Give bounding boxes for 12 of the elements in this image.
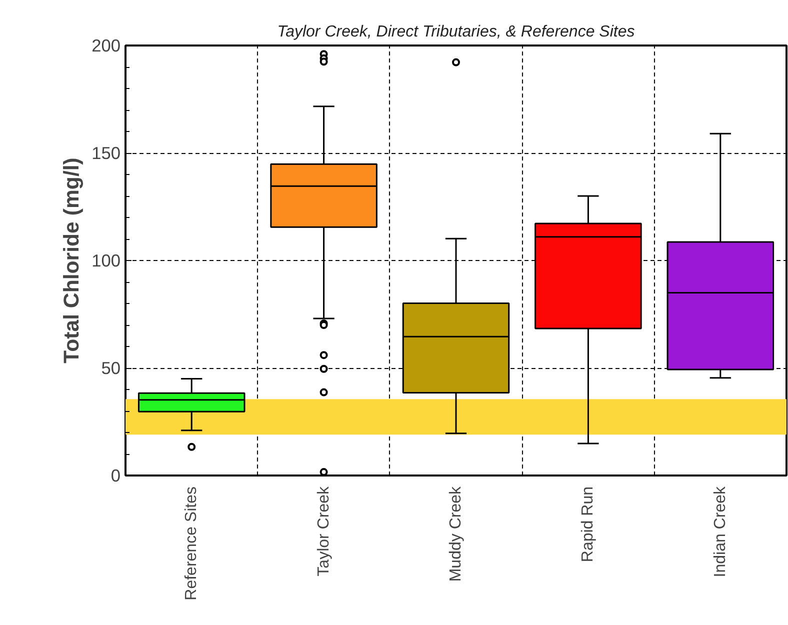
x-tick-label: Muddy Creek	[448, 486, 464, 582]
y-tick-label: 200	[92, 36, 121, 56]
y-tick-label: 100	[92, 250, 121, 270]
chart-title: Taylor Creek, Direct Tributaries, & Reference Sites	[277, 24, 635, 40]
y-axis-title: Total Chloride (mg/l)	[60, 158, 84, 364]
y-tick-label: 50	[101, 358, 121, 378]
x-tick-label: Rapid Run	[580, 486, 597, 562]
x-tick-label: Indian Creek	[712, 486, 729, 578]
x-tick-label: Reference Sites	[183, 486, 200, 600]
x-tick-label: Taylor Creek	[315, 486, 332, 576]
y-tick-label: 0	[110, 466, 121, 486]
y-tick-label: 150	[92, 143, 121, 163]
